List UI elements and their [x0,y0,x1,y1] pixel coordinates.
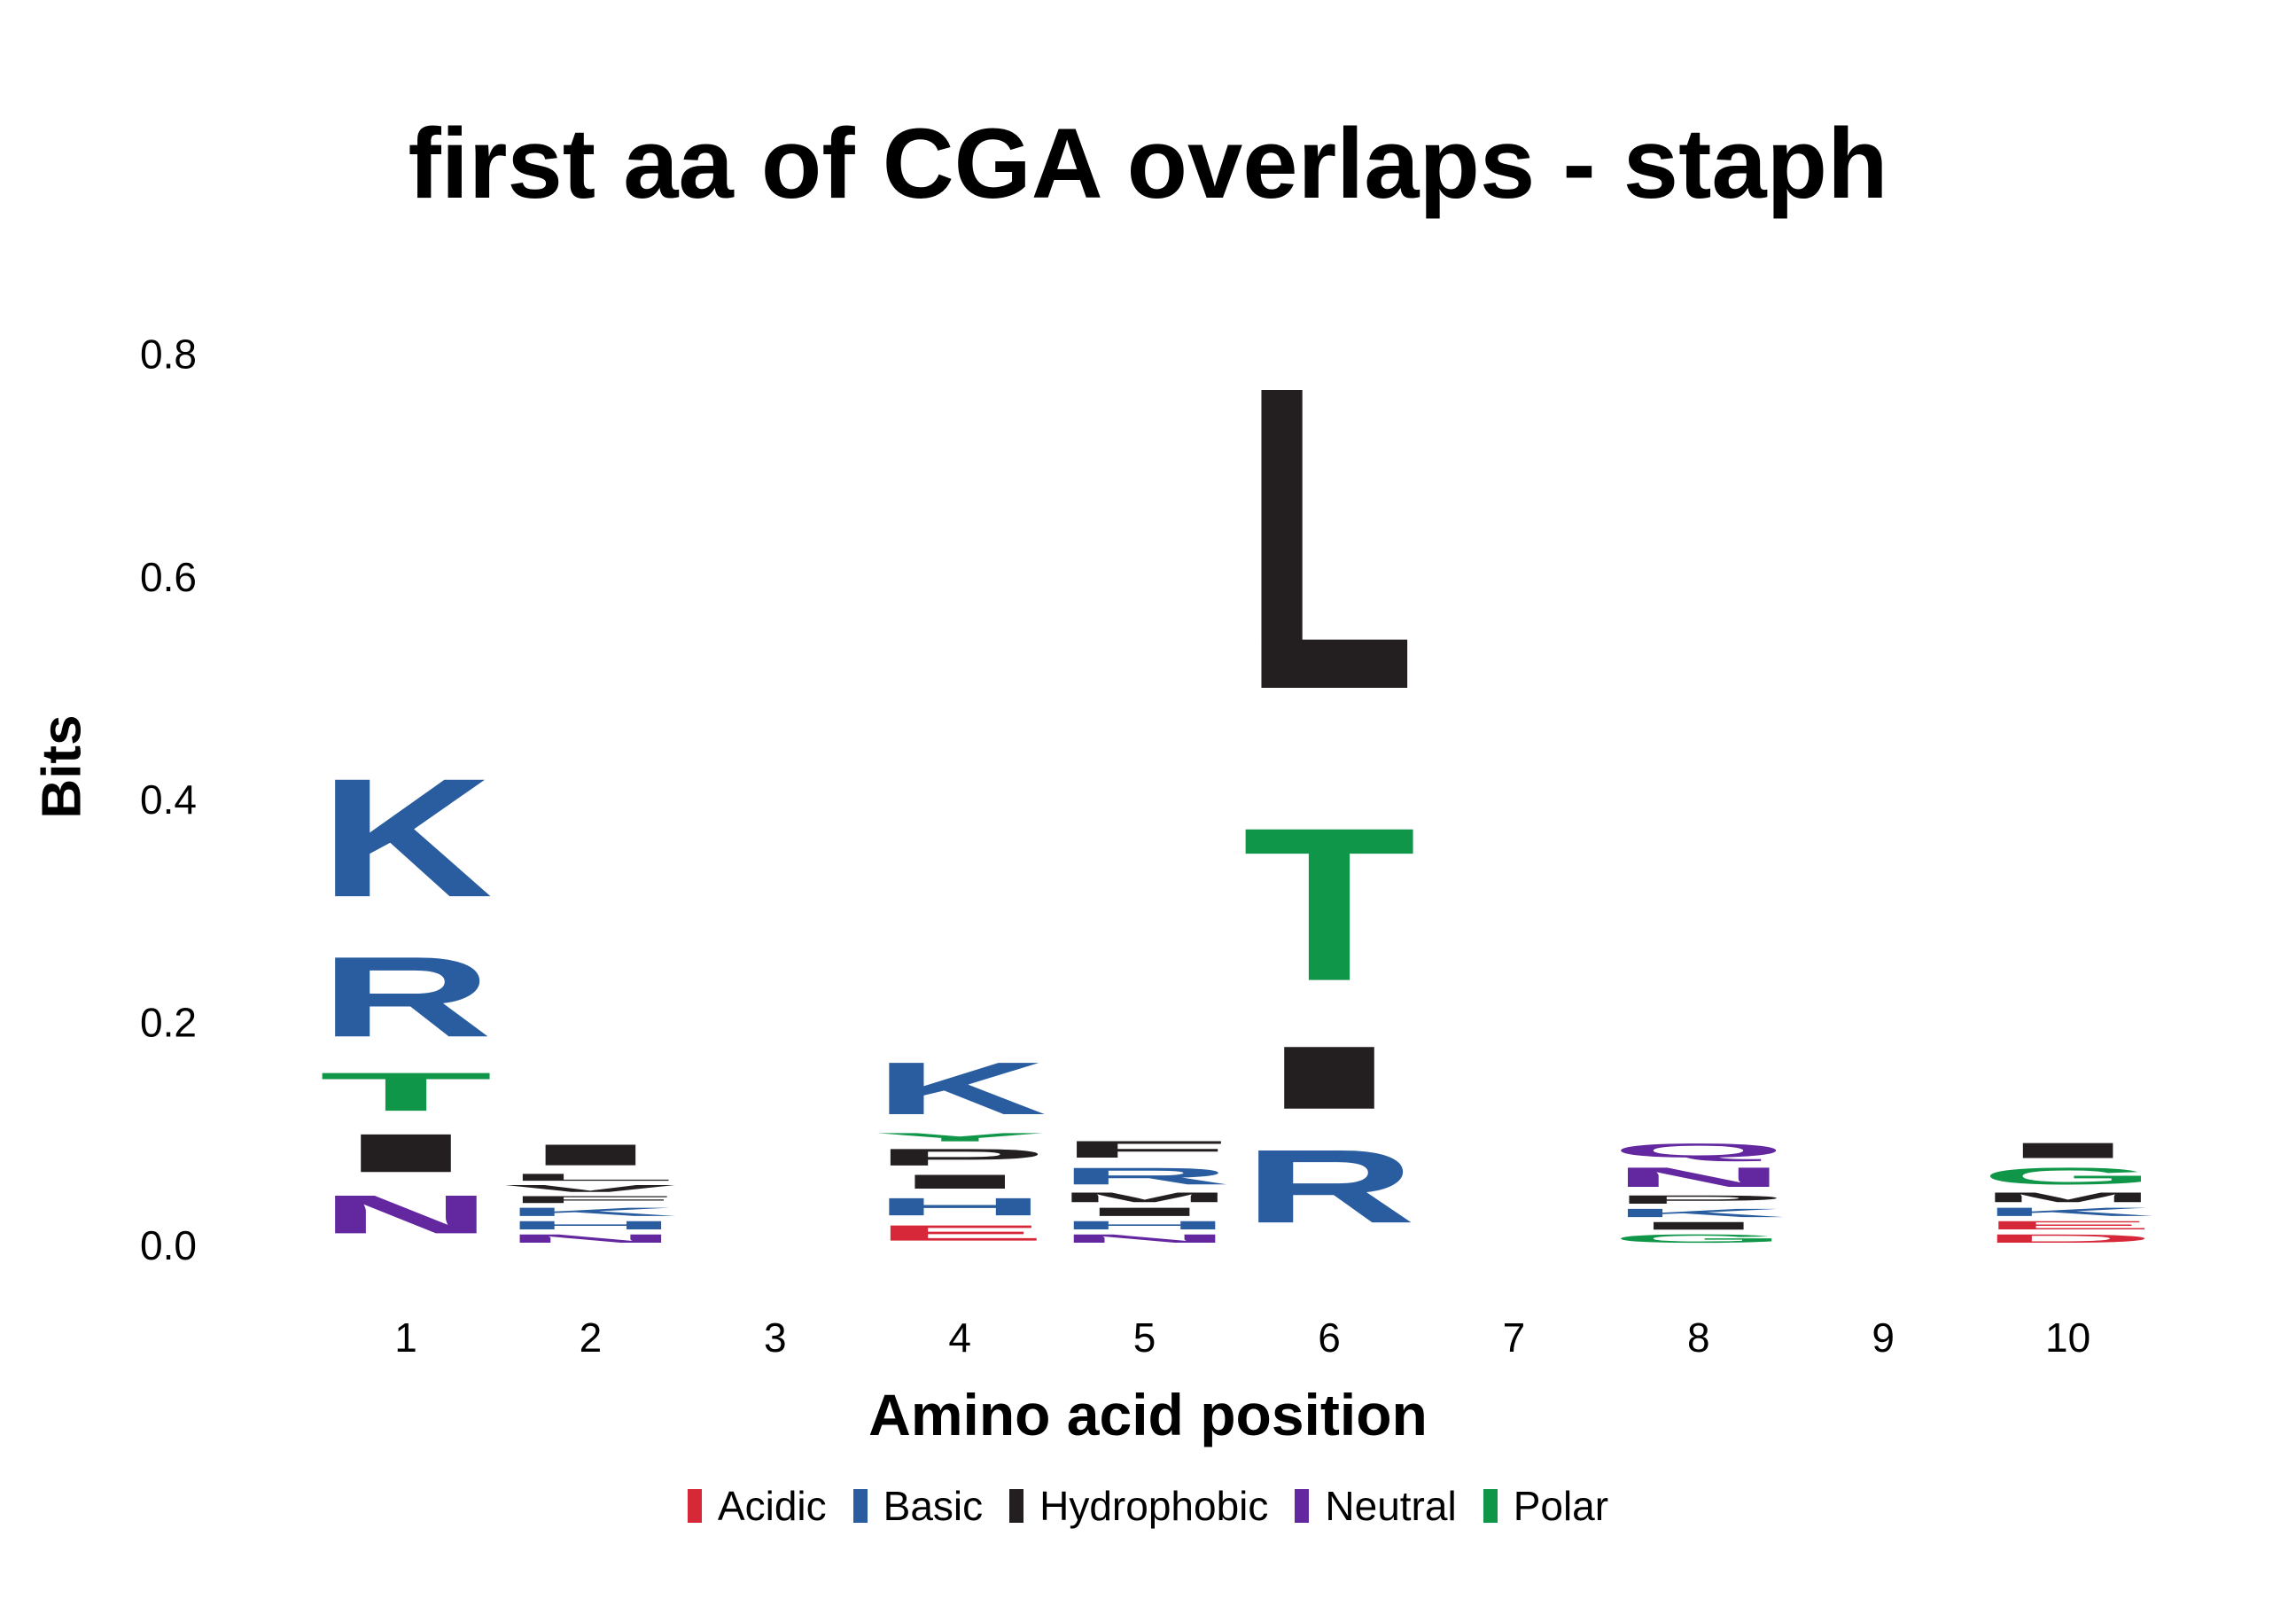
logo-letter-i: I [1981,1138,2155,1163]
logo-letter-k: K [1612,1206,1786,1220]
legend-label: Neutral [1325,1483,1457,1529]
logo-letter-q: Q [1612,1139,1786,1161]
logo-letter-r: R [1058,1163,1232,1190]
y-tick-label: 0.6 [140,554,197,600]
x-tick-label: 7 [1503,1314,1526,1361]
x-axis-label: Amino acid position [868,1382,1428,1447]
logo-letter-r: R [319,933,493,1061]
legend-swatch [852,1489,868,1523]
legend-label: Acidic [717,1483,827,1529]
x-tick-label: 6 [1318,1314,1341,1361]
legend-label: Polar [1513,1483,1609,1529]
logo-letter-r: R [1242,1128,1416,1244]
x-tick-label: 1 [394,1314,417,1361]
logo-letter-e: E [873,1221,1047,1245]
legend-item-hydrophobic: Hydrophobic [1009,1482,1268,1530]
logo-letter-f: F [503,1194,677,1205]
logo-letter-n: N [503,1232,677,1245]
logo-letter-t: T [319,1061,493,1122]
logo-letter-l: L [503,1172,677,1183]
chart-title: first aa of CGA overlaps - staph [408,108,1888,219]
legend-item-basic: Basic [852,1482,984,1530]
logo-letter-p: P [1612,1193,1786,1206]
logo-letter-n: N [319,1184,493,1245]
legend-swatch [1295,1489,1310,1523]
logo-letter-m: M [1058,1190,1232,1205]
legend-label: Hydrophobic [1039,1483,1269,1529]
logo-letter-i: I [1058,1205,1232,1219]
logo-letter-i: I [503,1138,677,1172]
logo-letter-k: K [319,744,493,932]
logo-letter-i: I [1612,1220,1786,1232]
logo-letter-l: L [1242,296,1416,780]
logo-letter-n: N [1058,1232,1232,1245]
logo-letter-f: F [1058,1136,1232,1163]
y-tick-label: 0.2 [140,1000,197,1046]
logo-letter-g: G [1981,1163,2155,1190]
legend-item-polar: Polar [1483,1482,1608,1530]
legend-item-neutral: Neutral [1295,1482,1457,1530]
y-tick-label: 0.4 [140,776,197,823]
logo-letter-y: Y [873,1131,1047,1144]
logo-letter-h: H [873,1193,1047,1221]
legend-swatch [687,1489,702,1523]
logo-letter-t: T [1242,782,1416,1026]
logo-letter-n: N [1612,1162,1786,1193]
logo-letter-i: I [319,1123,493,1184]
y-tick-label: 0.0 [140,1222,197,1268]
logo-letter-k: K [503,1205,677,1219]
y-tick-label: 0.8 [140,331,197,377]
legend-item-acidic: Acidic [687,1482,827,1530]
logo-letter-d: D [1981,1232,2155,1245]
x-tick-label: 10 [2045,1314,2090,1361]
x-tick-label: 9 [1872,1314,1895,1361]
logo-letter-g: G [1612,1232,1786,1245]
x-tick-label: 2 [580,1314,603,1361]
logo-letter-v: V [503,1183,676,1195]
legend-label: Basic [883,1483,984,1529]
legend-swatch [1009,1489,1024,1523]
logo-letter-k: K [1981,1205,2155,1219]
logo-letter-i: I [873,1171,1047,1193]
legend: Acidic Basic Hydrophobic Neutral Polar [0,1482,2296,1530]
logo-letter-h: H [1058,1219,1232,1232]
logo-letter-h: H [503,1219,677,1232]
logo-letter-k: K [873,1047,1047,1130]
x-tick-label: 5 [1133,1314,1156,1361]
x-tick-label: 8 [1687,1314,1710,1361]
logo-letter-i: I [1242,1027,1416,1127]
x-tick-label: 3 [764,1314,787,1361]
logo-letter-e: E [1981,1219,2155,1232]
x-tick-label: 4 [948,1314,971,1361]
logo-letter-m: M [1981,1190,2155,1205]
logo-letter-p: P [873,1144,1047,1171]
legend-swatch [1483,1489,1498,1523]
